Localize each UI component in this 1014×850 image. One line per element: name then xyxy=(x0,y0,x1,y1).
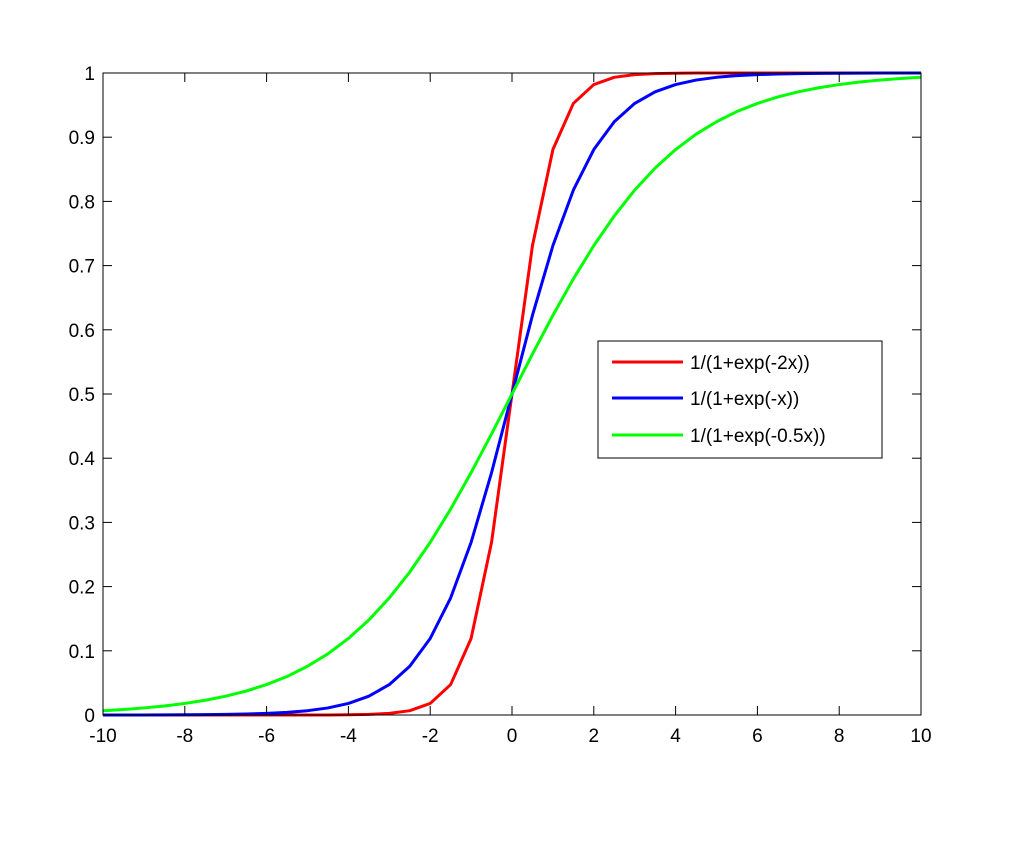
legend-label-3: 1/(1+exp(-0.5x)) xyxy=(690,426,826,447)
legend: 1/(1+exp(-2x)) 1/(1+exp(-x)) 1/(1+exp(-0.5… xyxy=(597,340,883,459)
legend-label-2: 1/(1+exp(-x)) xyxy=(690,389,799,410)
plot-frame xyxy=(102,72,922,716)
x-tick-label: 4 xyxy=(670,726,681,747)
x-tick-label: 0 xyxy=(507,726,518,747)
y-tick-label: 0.2 xyxy=(69,578,95,599)
x-tick-label: 8 xyxy=(834,726,845,747)
y-tick-label: 0.4 xyxy=(69,449,96,470)
x-tick-label: -2 xyxy=(422,726,439,747)
legend-label-1: 1/(1+exp(-2x)) xyxy=(690,353,810,374)
y-tick-label: 0.9 xyxy=(69,128,95,149)
y-tick-label: 0.8 xyxy=(69,192,95,213)
x-tick-label: -10 xyxy=(89,726,116,747)
y-tick-label: 0.3 xyxy=(69,513,95,534)
x-tick-label: -8 xyxy=(176,726,193,747)
x-tick-label: 6 xyxy=(752,726,763,747)
x-tick-label: -6 xyxy=(258,726,275,747)
series-line-3 xyxy=(102,75,922,713)
x-tick-label: 2 xyxy=(589,726,600,747)
tick-layer: -10 -8 -6 -4 -2 0 2 4 6 8 10 0 0.1 0.2 0.3 0.4 0.5 0.6 0.7… xyxy=(69,64,932,747)
y-tick-label: 0.1 xyxy=(69,642,95,663)
y-tick-label: 0 xyxy=(84,706,95,727)
y-tick-label: 0.5 xyxy=(69,385,95,406)
y-tick-label: 0.6 xyxy=(69,321,95,342)
x-tick-label: 10 xyxy=(910,726,931,747)
y-tick-label: 0.7 xyxy=(69,257,95,278)
y-tick-label: 1 xyxy=(84,64,95,85)
x-tick-label: -4 xyxy=(340,726,357,747)
